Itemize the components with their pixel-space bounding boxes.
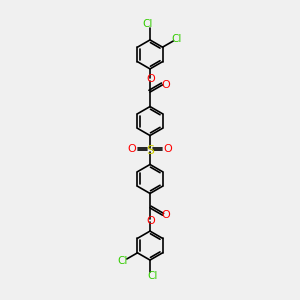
Text: O: O bbox=[147, 74, 155, 84]
Text: Cl: Cl bbox=[118, 256, 128, 266]
Text: O: O bbox=[146, 216, 155, 226]
Text: O: O bbox=[164, 144, 172, 154]
Text: Cl: Cl bbox=[172, 34, 182, 44]
Text: O: O bbox=[128, 144, 136, 154]
Text: O: O bbox=[162, 80, 170, 90]
Text: Cl: Cl bbox=[147, 271, 157, 281]
Text: S: S bbox=[146, 143, 154, 157]
Text: O: O bbox=[162, 210, 170, 220]
Text: Cl: Cl bbox=[143, 19, 153, 29]
